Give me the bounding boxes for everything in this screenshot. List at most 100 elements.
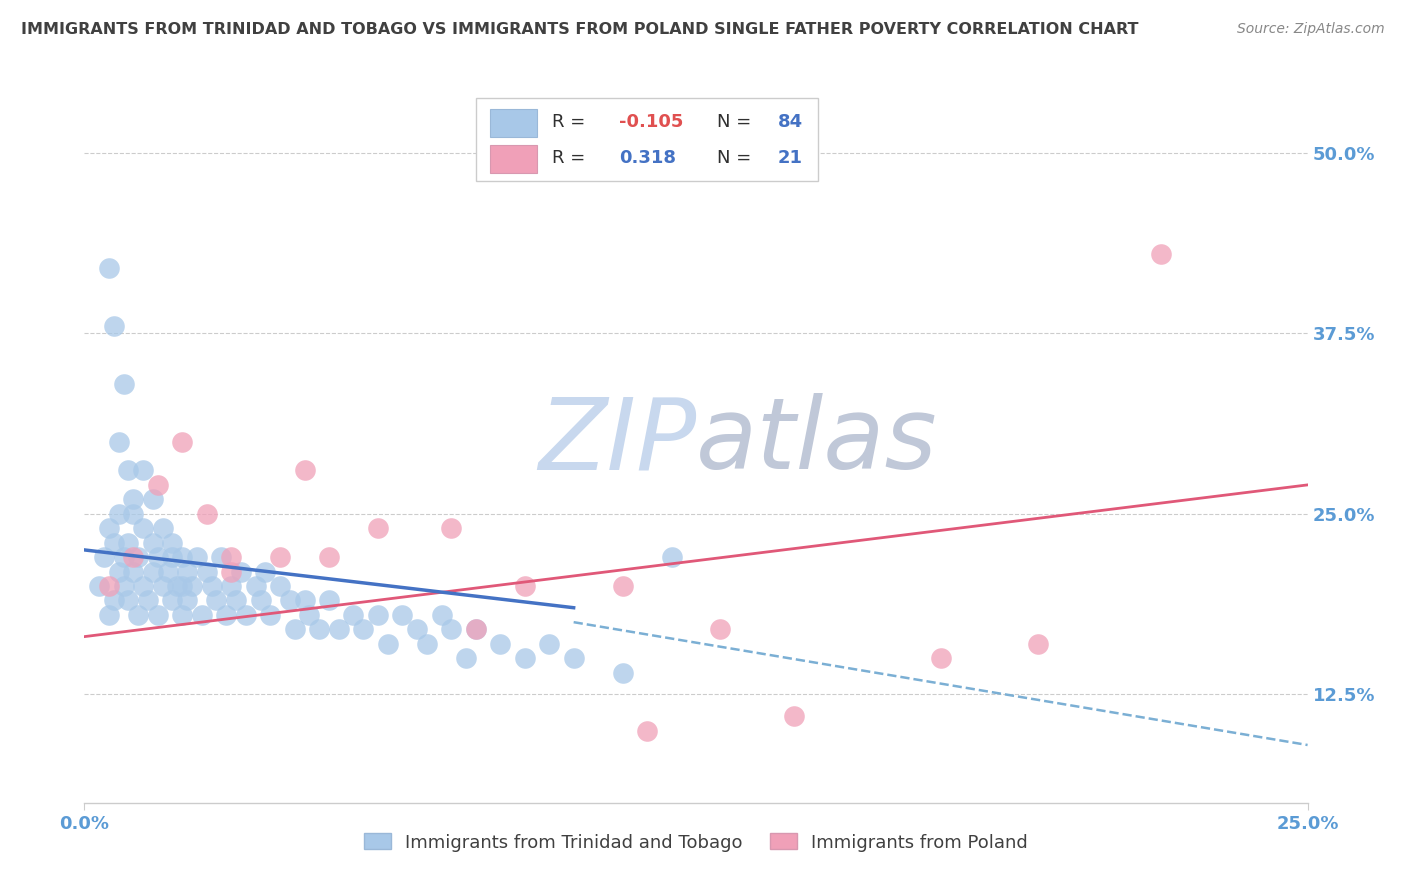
Point xyxy=(318,550,340,565)
Text: N =: N = xyxy=(717,113,756,131)
Point xyxy=(132,521,155,535)
Point xyxy=(152,521,174,535)
Point xyxy=(352,623,374,637)
Text: -0.105: -0.105 xyxy=(619,113,683,131)
Point xyxy=(391,607,413,622)
Point xyxy=(229,565,252,579)
Point xyxy=(176,593,198,607)
Point xyxy=(783,709,806,723)
Point xyxy=(172,607,194,622)
Point xyxy=(107,565,129,579)
Point xyxy=(152,579,174,593)
Point xyxy=(195,507,218,521)
Point xyxy=(136,593,159,607)
Point xyxy=(117,463,139,477)
Point xyxy=(269,550,291,565)
Point xyxy=(146,607,169,622)
Point xyxy=(103,535,125,549)
Point xyxy=(1150,246,1173,260)
Point xyxy=(103,318,125,333)
Point xyxy=(112,376,135,391)
Point xyxy=(562,651,585,665)
Point xyxy=(162,550,184,565)
Point xyxy=(132,463,155,477)
Point xyxy=(142,535,165,549)
Text: R =: R = xyxy=(551,149,591,168)
Point xyxy=(191,607,214,622)
Point xyxy=(172,550,194,565)
Point xyxy=(440,623,463,637)
Point xyxy=(929,651,952,665)
Point xyxy=(294,593,316,607)
Point xyxy=(97,261,120,276)
Point xyxy=(269,579,291,593)
Point xyxy=(87,579,110,593)
Point xyxy=(661,550,683,565)
Point xyxy=(205,593,228,607)
Point xyxy=(172,579,194,593)
Point xyxy=(709,623,731,637)
Text: IMMIGRANTS FROM TRINIDAD AND TOBAGO VS IMMIGRANTS FROM POLAND SINGLE FATHER POVE: IMMIGRANTS FROM TRINIDAD AND TOBAGO VS I… xyxy=(21,22,1139,37)
Point xyxy=(367,607,389,622)
Legend: Immigrants from Trinidad and Tobago, Immigrants from Poland: Immigrants from Trinidad and Tobago, Imm… xyxy=(357,826,1035,859)
Point xyxy=(454,651,477,665)
Point xyxy=(284,623,307,637)
Point xyxy=(513,579,536,593)
Point xyxy=(195,565,218,579)
Text: R =: R = xyxy=(551,113,591,131)
Point xyxy=(176,565,198,579)
Point xyxy=(278,593,301,607)
Point xyxy=(200,579,222,593)
Point xyxy=(132,579,155,593)
Point xyxy=(162,535,184,549)
Point xyxy=(127,550,149,565)
FancyBboxPatch shape xyxy=(491,145,537,173)
Point xyxy=(117,535,139,549)
FancyBboxPatch shape xyxy=(475,98,818,181)
Point xyxy=(318,593,340,607)
Point xyxy=(538,637,561,651)
Text: N =: N = xyxy=(717,149,756,168)
Point xyxy=(430,607,453,622)
Text: Source: ZipAtlas.com: Source: ZipAtlas.com xyxy=(1237,22,1385,37)
Point xyxy=(186,550,208,565)
Point xyxy=(440,521,463,535)
Point xyxy=(215,607,238,622)
Point xyxy=(219,579,242,593)
Point xyxy=(122,492,145,507)
Point xyxy=(235,607,257,622)
Point xyxy=(342,607,364,622)
Point xyxy=(464,623,486,637)
Point xyxy=(172,434,194,449)
Point xyxy=(112,579,135,593)
Point xyxy=(406,623,429,637)
Point xyxy=(612,665,634,680)
Text: 0.318: 0.318 xyxy=(619,149,676,168)
Point xyxy=(146,478,169,492)
Point xyxy=(107,434,129,449)
Point xyxy=(122,550,145,565)
Point xyxy=(245,579,267,593)
Point xyxy=(127,607,149,622)
Point xyxy=(219,550,242,565)
Point xyxy=(219,565,242,579)
Point xyxy=(464,623,486,637)
Point xyxy=(259,607,281,622)
Point xyxy=(181,579,204,593)
Point xyxy=(117,593,139,607)
Point xyxy=(377,637,399,651)
Point xyxy=(142,565,165,579)
Point xyxy=(107,507,129,521)
Point xyxy=(1028,637,1050,651)
Point xyxy=(166,579,188,593)
Point xyxy=(162,593,184,607)
Point xyxy=(97,521,120,535)
Point xyxy=(146,550,169,565)
Point xyxy=(367,521,389,535)
Point xyxy=(254,565,277,579)
Point xyxy=(513,651,536,665)
Point xyxy=(93,550,115,565)
Point xyxy=(225,593,247,607)
Point xyxy=(142,492,165,507)
Point xyxy=(489,637,512,651)
